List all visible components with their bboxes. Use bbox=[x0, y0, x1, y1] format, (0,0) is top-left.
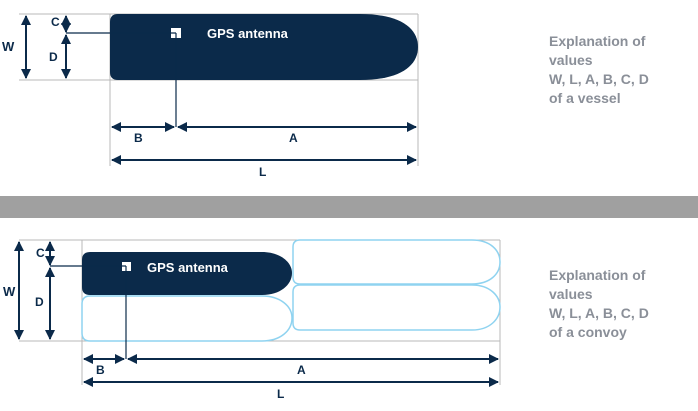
vessel-gps-label: GPS antenna bbox=[207, 26, 289, 41]
svg-text:values: values bbox=[549, 286, 593, 302]
convoy-barge-outline bbox=[292, 284, 501, 331]
vessel-hull bbox=[110, 14, 418, 80]
convoy-section: GPS antenna W C D B A L Explanation of v… bbox=[3, 239, 649, 401]
vessel-w-label: W bbox=[2, 39, 15, 54]
convoy-w-label: W bbox=[3, 284, 16, 299]
vessel-a-label: A bbox=[289, 131, 298, 145]
svg-text:values: values bbox=[549, 52, 593, 68]
convoy-d-label: D bbox=[35, 295, 44, 309]
svg-text:of a convoy: of a convoy bbox=[549, 324, 627, 340]
svg-text:of a vessel: of a vessel bbox=[549, 90, 621, 106]
convoy-pusher-hull bbox=[82, 252, 292, 295]
convoy-c-label: C bbox=[36, 246, 45, 260]
convoy-gps-label: GPS antenna bbox=[147, 260, 229, 275]
vessel-b-label: B bbox=[134, 131, 143, 145]
vessel-c-label: C bbox=[51, 15, 60, 29]
vessel-l-label: L bbox=[259, 165, 266, 179]
section-divider bbox=[0, 196, 698, 218]
svg-text:Explanation of: Explanation of bbox=[549, 33, 646, 49]
svg-text:W, L, A, B, C, D: W, L, A, B, C, D bbox=[549, 305, 649, 321]
convoy-barge-outline bbox=[292, 239, 501, 285]
convoy-barge-outline bbox=[81, 295, 293, 342]
vessel-explanation: Explanation of values W, L, A, B, C, D o… bbox=[549, 33, 649, 106]
convoy-explanation: Explanation of values W, L, A, B, C, D o… bbox=[549, 267, 649, 340]
vessel-section: GPS antenna W C D B A L Explanation of v… bbox=[2, 13, 649, 179]
convoy-a-label: A bbox=[297, 363, 306, 377]
convoy-b-label: B bbox=[96, 363, 105, 377]
svg-text:W, L, A, B, C, D: W, L, A, B, C, D bbox=[549, 71, 649, 87]
convoy-l-label: L bbox=[277, 387, 284, 401]
vessel-d-label: D bbox=[49, 50, 58, 64]
svg-text:Explanation of: Explanation of bbox=[549, 267, 646, 283]
